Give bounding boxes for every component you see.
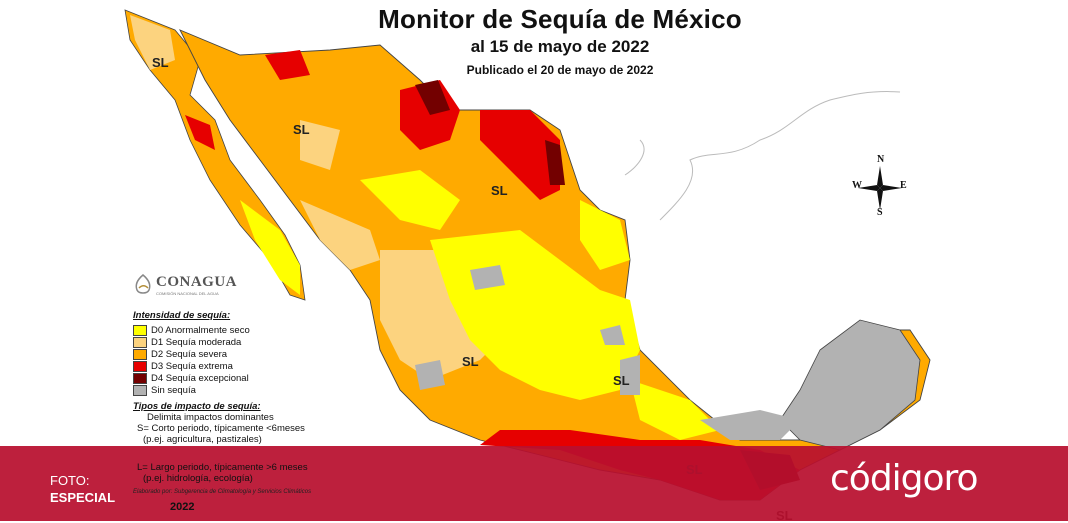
compass-n: N — [877, 154, 885, 165]
impact-label: SL — [152, 55, 169, 70]
legend-label: D2 Sequía severa — [151, 348, 228, 360]
compass-e: E — [900, 180, 907, 191]
legend-item: D0 Anormalmente seco — [133, 324, 353, 336]
baja-d1 — [130, 15, 175, 70]
impact-label: SL — [613, 373, 630, 388]
compass-rose: N S E W — [850, 154, 910, 218]
legend-item: D1 Sequía moderada — [133, 336, 353, 348]
d3-sonora — [265, 50, 310, 80]
photo-credit: FOTO: ESPECIAL — [50, 473, 115, 505]
d4-coahuila — [545, 140, 565, 185]
d0-south — [630, 380, 720, 440]
legend-label: D1 Sequía moderada — [151, 336, 242, 348]
impact-line: (p.ej. agricultura, pastizales) — [143, 434, 262, 445]
none-2 — [415, 360, 445, 390]
legend-swatch — [133, 348, 147, 360]
legend-swatch — [133, 372, 147, 384]
conagua-emblem-icon — [135, 274, 151, 294]
d4-chihuahua — [415, 80, 450, 115]
legend-label: D3 Sequía extrema — [151, 360, 233, 372]
legend-swatch — [133, 336, 147, 348]
d0-north — [360, 170, 460, 230]
d1-west — [300, 200, 380, 270]
impact-heading: Tipos de impacto de sequía: — [133, 401, 261, 412]
none-1 — [470, 265, 505, 290]
d1-nw — [300, 120, 340, 170]
impact-legend-cont: L= Largo periodo, típicamente >6 meses (… — [133, 462, 353, 484]
year-label: 2022 — [170, 501, 195, 513]
map-title: Monitor de Sequía de México — [378, 4, 742, 34]
foto-value: ESPECIAL — [50, 490, 116, 505]
none-3 — [620, 355, 640, 395]
legend-label: Sin sequía — [151, 384, 196, 396]
impact-label: SL — [491, 183, 508, 198]
legend-label: D4 Sequía excepcional — [151, 372, 249, 384]
map-legend: Intensidad de sequía: D0 Anormalmente se… — [133, 310, 353, 445]
legend-swatch — [133, 324, 147, 336]
legend-swatch — [133, 360, 147, 372]
impact-line: (p.ej. hidrología, ecología) — [143, 473, 253, 484]
credit-text: Elaborado por: Subgerencia de Climatolog… — [133, 489, 312, 495]
photo-banner — [0, 446, 1068, 521]
none-yucatan — [779, 319, 921, 451]
legend-item: Sin sequía — [133, 384, 353, 396]
impact-line: S= Corto periodo, típicamente <6meses — [137, 423, 305, 434]
legend-item: D4 Sequía excepcional — [133, 372, 353, 384]
conagua-name: CONAGUA — [156, 274, 237, 290]
legend-item: D3 Sequía extrema — [133, 360, 353, 372]
none-tabasco — [700, 410, 800, 440]
legend-swatch — [133, 384, 147, 396]
map-subtitle: al 15 de mayo de 2022 — [470, 37, 650, 56]
us-coastline — [659, 91, 901, 221]
impact-label: SL — [462, 354, 479, 369]
impact-line: Delimita impactos dominantes — [147, 412, 274, 423]
baja-d0 — [240, 200, 300, 295]
conagua-logo: CONAGUA COMISIÓN NACIONAL DEL AGUA — [133, 274, 237, 296]
legend-label: D0 Anormalmente seco — [151, 324, 250, 336]
d3-coahuila — [480, 110, 560, 200]
compass-s: S — [877, 207, 883, 218]
baja-d3 — [185, 115, 215, 150]
foto-label: FOTO: — [50, 473, 90, 488]
compass-icon — [858, 166, 902, 210]
brand-logo: códigoro — [830, 458, 979, 499]
legend-heading: Intensidad de sequía: — [133, 310, 231, 321]
d0-east — [580, 200, 630, 270]
published-date: Publicado el 20 de mayo de 2022 — [466, 63, 654, 77]
legend-item: D2 Sequía severa — [133, 348, 353, 360]
us-coastline-2 — [624, 139, 645, 176]
impact-line: L= Largo periodo, típicamente >6 meses — [137, 462, 308, 473]
compass-w: W — [852, 180, 862, 191]
none-4 — [600, 325, 625, 345]
impact-label: SL — [293, 122, 310, 137]
map-header: Monitor de Sequía de México al 15 de may… — [330, 4, 790, 77]
conagua-tagline: COMISIÓN NACIONAL DEL AGUA — [156, 291, 219, 296]
